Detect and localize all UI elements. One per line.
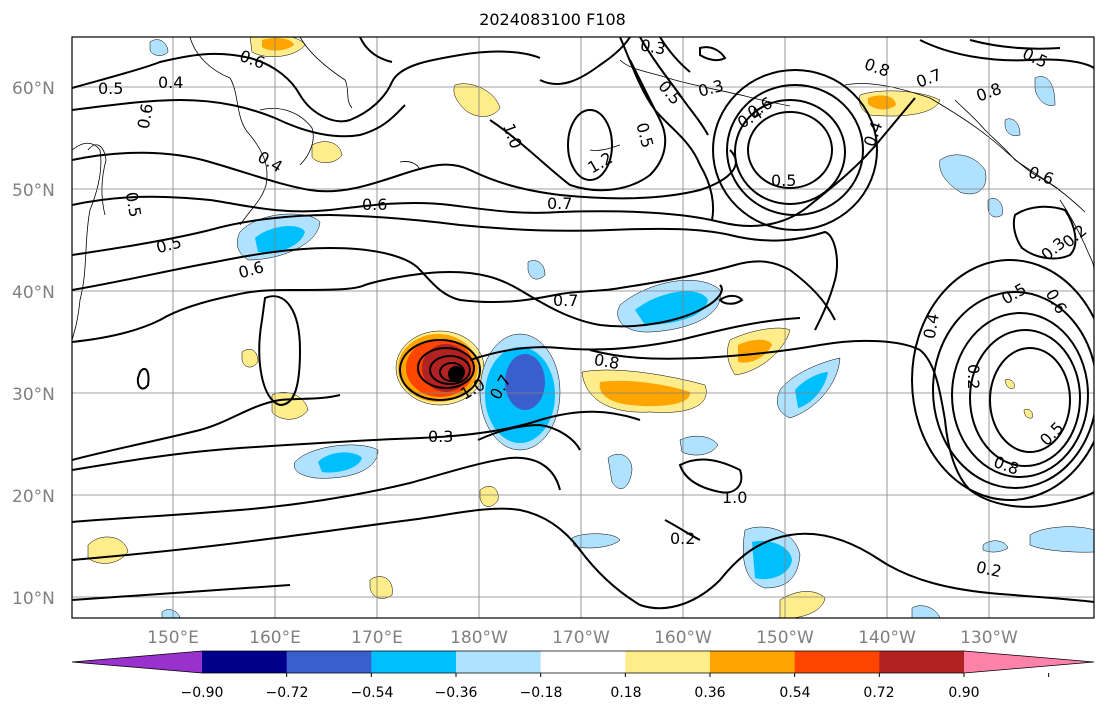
colorbar-segment — [286, 651, 372, 673]
contour-label: 0.6 — [134, 102, 157, 130]
colorbar-tick-label: 0.54 — [779, 685, 810, 701]
contour-label: 0.7 — [914, 65, 944, 92]
contour-label: 0.5 — [998, 279, 1030, 308]
contour-label: 0.2 — [670, 529, 695, 548]
map-plot-area: 0.5 0.4 0.6 0.6 0.4 0.5 0.5 0.6 0.6 0.7 … — [72, 35, 1094, 618]
lon-label: 150°E — [147, 628, 199, 648]
lon-label: 160°W — [654, 628, 712, 648]
colorbar-tick-label: −0.18 — [520, 685, 563, 701]
contour-label: 0.4 — [920, 312, 943, 340]
colorbar-segment — [456, 651, 542, 673]
colorbar — [71, 650, 1095, 677]
contour-label: 1.0 — [722, 488, 747, 507]
contour-label: 0.3 — [428, 427, 453, 446]
plot-frame — [71, 36, 1095, 619]
contour-label: 0.6 — [362, 195, 387, 214]
colorbar-segment — [794, 651, 880, 673]
contour-label: 0.2 — [974, 557, 1003, 581]
colorbar-tick-labels: −0.90 −0.72 −0.54 −0.36 −0.18 0.18 0.36 … — [181, 685, 980, 701]
colorbar-extend-min — [72, 651, 202, 673]
contour-label: 0.5 — [771, 171, 796, 190]
contour-label: 0.5 — [122, 190, 145, 218]
colorbar-tick-label: −0.36 — [435, 685, 478, 701]
colorbar-tick-label: 0.36 — [694, 685, 725, 701]
contour-label: 0.7 — [547, 194, 572, 213]
colorbar-tick-label: 0.90 — [948, 685, 979, 701]
contour-label: 0.2 — [964, 364, 983, 389]
colorbar-tick-label: 0.72 — [863, 685, 894, 701]
colorbar-extend-max — [964, 651, 1094, 673]
shaded-anomalies — [87, 37, 1094, 618]
map-title: 2024083100 F108 — [479, 10, 626, 29]
lon-label: 140°W — [858, 628, 916, 648]
lon-label: 130°W — [960, 628, 1018, 648]
contour-label: 0.8 — [593, 350, 621, 373]
colorbar-tick-label: −0.90 — [181, 685, 224, 701]
colorbar-segment — [710, 651, 796, 673]
contour-label: 0.3 — [696, 76, 726, 101]
colorbar-tick-label: 0.18 — [610, 685, 641, 701]
lat-label: 20°N — [12, 487, 55, 507]
contour-extra-labels: 0.2 0.2 — [670, 529, 1003, 581]
contour-label-group: 0.5 0.4 0.6 0.6 0.4 0.5 0.5 0.6 0.6 0.7 … — [98, 35, 1090, 507]
contour-lines — [72, 37, 1094, 610]
colorbar-tick-label: −0.72 — [266, 685, 309, 701]
longitude-labels: 150°E 160°E 170°E 180°W 170°W 160°W 150°… — [147, 628, 1018, 648]
lat-label: 40°N — [12, 283, 55, 303]
colorbar-outline — [71, 650, 1095, 674]
lat-label: 10°N — [12, 589, 55, 609]
lat-label: 60°N — [12, 79, 55, 99]
contour-label: 1.0 — [499, 121, 526, 151]
contour-label: 0.3 — [639, 35, 667, 58]
latitude-labels: 60°N 50°N 40°N 30°N 20°N 10°N — [12, 79, 55, 609]
lon-label: 180°W — [450, 628, 508, 648]
contour-label: 0.7 — [553, 291, 578, 310]
lon-label: 150°W — [756, 628, 814, 648]
contour-label: 0.5 — [1036, 418, 1067, 449]
contour-label: 0.4 — [158, 73, 183, 92]
colorbar-segment — [371, 651, 457, 673]
graticule — [72, 37, 1094, 618]
storm-center-marker — [448, 366, 464, 382]
contour-label: 0.8 — [862, 54, 892, 81]
colorbar-segment — [879, 651, 965, 673]
contour-label: 0.6 — [236, 257, 266, 282]
colorbar-segment — [625, 651, 711, 673]
contour-label: 0.8 — [974, 79, 1004, 106]
lon-label: 170°E — [351, 628, 403, 648]
colorbar-segment — [540, 651, 626, 673]
contour-label: 0.5 — [154, 232, 184, 257]
contour-label: 0.4 — [254, 147, 286, 176]
contour-label: 0.4 — [860, 119, 887, 149]
colorbar-tick-label: −0.54 — [351, 685, 394, 701]
lon-label: 160°E — [249, 628, 301, 648]
contour-label: 0.5 — [632, 120, 657, 150]
lon-label: 170°W — [552, 628, 610, 648]
colorbar-segment — [202, 651, 288, 673]
lat-label: 30°N — [12, 385, 55, 405]
contour-label: 0.8 — [991, 452, 1021, 479]
contour-label: 0.5 — [98, 79, 123, 98]
lat-label: 50°N — [12, 181, 55, 201]
